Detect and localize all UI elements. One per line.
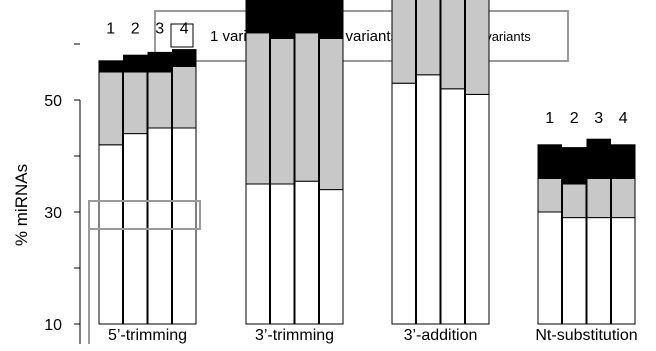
bar-segment-plus-variants bbox=[123, 54, 148, 73]
bar-segment-plus-variants bbox=[586, 138, 611, 179]
bar-segment-1-variant bbox=[440, 88, 465, 325]
bar-segment-plus-variants bbox=[98, 60, 123, 73]
y-axis-ticks: 1030507090 bbox=[44, 43, 80, 334]
bar-segment-plus-variants bbox=[245, 0, 270, 34]
category-label: 5’-trimming bbox=[108, 327, 187, 344]
bar-segment-1-variant bbox=[294, 180, 319, 325]
bar-segment-plus-variants bbox=[537, 144, 562, 179]
y-tick-label: 50 bbox=[44, 93, 62, 110]
bar-segment-plus-variants bbox=[294, 0, 319, 34]
bar-segment-1-variant bbox=[172, 127, 197, 325]
highlight-bracket bbox=[88, 228, 97, 344]
y-tick-label: 10 bbox=[44, 317, 62, 334]
bar-segment-2-variants bbox=[123, 71, 148, 135]
category-label: 3’-addition bbox=[404, 327, 478, 344]
bar-segment-plus-variants bbox=[270, 0, 295, 39]
bar-segment-1-variant bbox=[391, 82, 416, 325]
bar-segment-1-variant bbox=[586, 217, 611, 325]
bar-segment-1-variant bbox=[319, 189, 344, 325]
legend-label-2-variants: 2 variants bbox=[333, 28, 398, 45]
bar-segment-2-variants bbox=[391, 0, 416, 84]
bar-segment-plus-variants bbox=[147, 51, 172, 73]
bar-segment-2-variants bbox=[586, 177, 611, 219]
bar-segment-plus-variants bbox=[611, 144, 636, 179]
bar-segment-2-variants bbox=[172, 65, 197, 129]
legend-swatch-1-variant bbox=[170, 23, 194, 48]
bar-number-label: 2 bbox=[131, 21, 140, 38]
bar-segment-2-variants bbox=[562, 183, 587, 219]
bar-segment-1-variant bbox=[537, 211, 562, 325]
bar-segment-2-variants bbox=[465, 0, 490, 95]
bar-segment-2-variants bbox=[416, 0, 441, 76]
bar-segment-2-variants bbox=[270, 37, 295, 185]
bar-segment-1-variant bbox=[562, 217, 587, 325]
bars: 1234123412341234 bbox=[98, 0, 636, 325]
bar-segment-2-variants bbox=[98, 71, 123, 146]
legend: 1 variant 2 variants + variants bbox=[154, 10, 569, 62]
category-label: Nt-substitution bbox=[535, 327, 637, 344]
bar-segment-1-variant bbox=[245, 183, 270, 325]
bar-segment-1-variant bbox=[270, 183, 295, 325]
bar-segment-2-variants bbox=[147, 71, 172, 129]
bar-segment-plus-variants bbox=[172, 49, 197, 67]
bar-segment-plus-variants bbox=[319, 0, 344, 39]
bar-segment-2-variants bbox=[319, 37, 344, 191]
bar-number-label: 1 bbox=[545, 110, 554, 127]
highlight-box bbox=[88, 200, 201, 230]
bar-segment-2-variants bbox=[440, 0, 465, 90]
bar-number-label: 4 bbox=[180, 21, 189, 38]
bar-segment-plus-variants bbox=[562, 147, 587, 185]
y-tick-label: 30 bbox=[44, 205, 62, 222]
bar-segment-1-variant bbox=[98, 144, 123, 325]
bar-number-label: 1 bbox=[106, 21, 115, 38]
bar-number-label: 2 bbox=[570, 110, 579, 127]
bar-segment-2-variants bbox=[294, 32, 319, 182]
bar-segment-2-variants bbox=[245, 32, 270, 185]
bar-segment-1-variant bbox=[611, 217, 636, 325]
bar-segment-2-variants bbox=[537, 177, 562, 213]
legend-box bbox=[154, 10, 569, 62]
bar-segment-1-variant bbox=[465, 93, 490, 325]
bar-segment-1-variant bbox=[147, 127, 172, 325]
y-axis-title: % miRNAs bbox=[12, 164, 31, 246]
x-axis-categories: 5’-trimming 3’-trimming 3’-addition Nt-subs… bbox=[108, 327, 638, 344]
bar-number-label: 4 bbox=[619, 110, 628, 127]
bar-segment-1-variant bbox=[416, 74, 441, 325]
bar-number-label: 3 bbox=[594, 110, 603, 127]
bar-number-label: 3 bbox=[155, 21, 164, 38]
bar-segment-2-variants bbox=[611, 177, 636, 219]
category-label: 3’-trimming bbox=[255, 327, 334, 344]
